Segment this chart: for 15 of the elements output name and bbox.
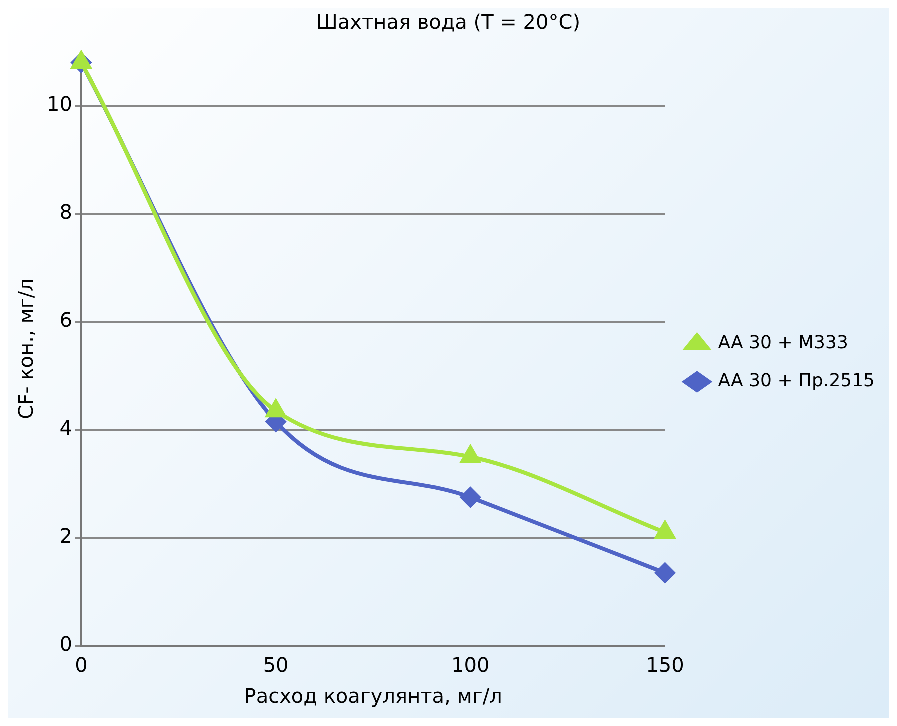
y-tick-label: 4: [60, 416, 72, 440]
x-tick-label: 100: [452, 653, 490, 678]
legend-label: AA 30 + M333: [718, 332, 848, 354]
chart-title: Шахтная вода (T = 20°C): [316, 10, 581, 34]
x-tick-label: 0: [75, 653, 88, 678]
y-tick-label: 8: [60, 200, 72, 224]
y-tick-label: 0: [60, 632, 72, 656]
y-tick-label: 6: [60, 308, 72, 332]
x-tick-label: 150: [646, 653, 684, 678]
legend-label: AA 30 + Пр.2515: [718, 370, 876, 392]
x-axis-title: Расход коагулянта, мг/л: [244, 684, 502, 708]
y-tick-label: 2: [60, 524, 72, 548]
y-axis-title: CF- кон., мг/л: [14, 278, 38, 420]
y-tick-label: 10: [46, 92, 72, 116]
x-tick-label: 50: [263, 653, 289, 678]
